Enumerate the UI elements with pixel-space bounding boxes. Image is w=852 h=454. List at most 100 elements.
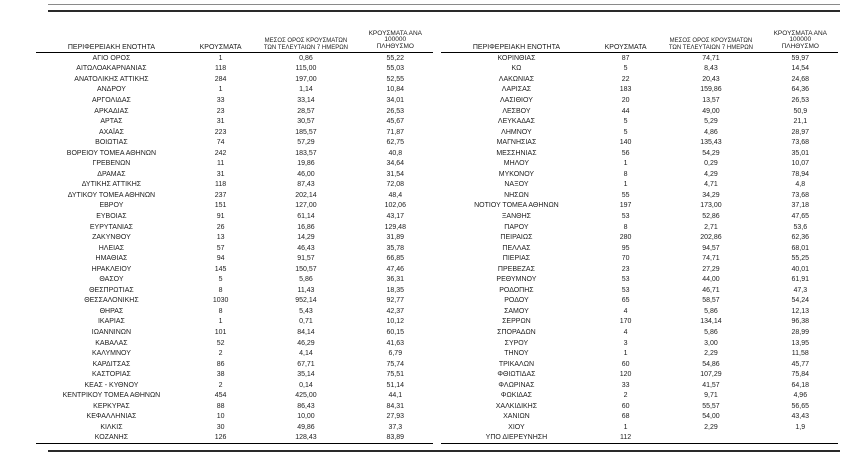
per-100k-cell: 36,31 <box>386 276 405 284</box>
table-row: ΣΑΜΟΥ 4 5,86 12,13 <box>441 306 838 317</box>
table-row: ΡΟΔΟΠΗΣ 53 46,71 47,3 <box>441 285 838 296</box>
cases-cell: 22 <box>621 75 630 83</box>
table-row: ΖΑΚΥΝΘΟΥ 13 14,29 31,89 <box>36 232 433 243</box>
region-cell: ΠΑΡΟΥ <box>504 223 529 231</box>
avg-7day-cell: 0,14 <box>299 381 313 389</box>
region-cell: ΤΡΙΚΑΛΩΝ <box>498 360 535 368</box>
cases-cell: 11 <box>216 160 225 168</box>
region-cell: ΝΟΤΙΟΥ ΤΟΜΕΑ ΑΘΗΝΩΝ <box>474 202 559 210</box>
table-row: ΑΝΔΡΟΥ 1 1,14 10,84 <box>36 85 433 96</box>
table-row: ΗΜΑΘΙΑΣ 94 91,57 66,85 <box>36 253 433 264</box>
cases-cell: 88 <box>216 402 225 410</box>
region-cell: ΛΕΣΒΟΥ <box>502 107 531 115</box>
cases-cell: 53 <box>621 276 630 284</box>
table-header-row: ΠΕΡΙΦΕΡΕΙΑΚΗ ΕΝΟΤΗΤΑ ΚΡΟΥΣΜΑΤΑ ΜΕΣΟΣ ΟΡΟ… <box>441 28 838 53</box>
avg-7day-cell: 10,00 <box>297 413 315 421</box>
cases-cell: 86 <box>216 360 225 368</box>
table-row: ΣΠΟΡΑΔΩΝ 4 5,86 28,99 <box>441 327 838 338</box>
region-cell: ΖΑΚΥΝΘΟΥ <box>92 234 131 242</box>
cases-cell: 13 <box>216 234 225 242</box>
table-row: ΚΑΒΑΛΑΣ 52 46,29 41,63 <box>36 338 433 349</box>
cases-cell: 70 <box>621 255 630 263</box>
region-cell: ΧΑΛΚΙΔΙΚΗΣ <box>495 402 538 410</box>
region-cell: ΣΕΡΡΩΝ <box>502 318 531 326</box>
cases-cell: 8 <box>623 170 628 178</box>
table-row: ΘΕΣΣΑΛΟΝΙΚΗΣ 1030 952,14 92,77 <box>36 296 433 307</box>
cases-cell: 53 <box>621 212 630 220</box>
region-cell: ΑΓΙΟ ΟΡΟΣ <box>92 54 131 62</box>
region-cell: ΝΑΞΟΥ <box>504 181 529 189</box>
cases-cell: 65 <box>621 297 630 305</box>
per-100k-cell: 55,25 <box>791 255 810 263</box>
per-100k-cell: 73,68 <box>791 191 810 199</box>
region-cell: ΑΡΤΑΣ <box>100 118 123 126</box>
cases-cell: 280 <box>619 234 632 242</box>
table-row: ΔΡΑΜΑΣ 31 46,00 31,54 <box>36 169 433 180</box>
region-cell: ΘΕΣΣΑΛΟΝΙΚΗΣ <box>84 297 139 305</box>
per-100k-cell: 10,07 <box>791 160 810 168</box>
cases-cell: 31 <box>216 170 225 178</box>
region-cell: ΣΥΡΟΥ <box>504 339 529 347</box>
avg-7day-cell: 135,43 <box>700 139 722 147</box>
table-row: ΜΕΣΣΗΝΙΑΣ 56 54,29 35,01 <box>441 148 838 159</box>
avg-7day-cell: 14,29 <box>297 234 315 242</box>
per-100k-cell: 66,85 <box>386 255 405 263</box>
region-cell: ΦΛΩΡΙΝΑΣ <box>498 381 535 389</box>
per-100k-cell: 83,89 <box>386 434 405 442</box>
per-100k-cell: 75,74 <box>386 360 405 368</box>
table-row: ΚΑΡΔΙΤΣΑΣ 86 67,71 75,74 <box>36 359 433 370</box>
region-cell: ΠΕΙΡΑΙΩΣ <box>500 234 533 242</box>
region-cell: ΔΡΑΜΑΣ <box>97 170 126 178</box>
region-cell: ΧΙΟΥ <box>508 423 525 431</box>
per-100k-cell: 60,15 <box>386 328 405 336</box>
cases-cell: 1030 <box>212 297 229 305</box>
per-100k-cell: 34,64 <box>386 160 405 168</box>
per-100k-cell: 14,54 <box>791 65 810 73</box>
cases-cell: 38 <box>216 371 225 379</box>
region-cell: ΤΗΝΟΥ <box>504 350 529 358</box>
cases-cell: 53 <box>621 286 630 294</box>
cases-cell: 242 <box>214 149 227 157</box>
cases-cell: 91 <box>216 212 225 220</box>
cases-cell: 197 <box>619 202 632 210</box>
table-row: ΗΛΕΙΑΣ 57 46,43 35,78 <box>36 243 433 254</box>
cases-cell: 223 <box>214 128 227 136</box>
table-row: ΚΟΡΙΝΘΙΑΣ 87 74,71 59,97 <box>441 53 838 64</box>
cases-cell: 151 <box>214 202 227 210</box>
table-row: ΛΑΣΙΘΙΟΥ 20 13,57 26,53 <box>441 95 838 106</box>
region-cell: ΑΡΚΑΔΙΑΣ <box>94 107 129 115</box>
avg-7day-cell: 33,14 <box>297 96 315 104</box>
region-cell: ΗΜΑΘΙΑΣ <box>95 255 128 263</box>
region-cell: ΚΕΡΚΥΡΑΣ <box>93 402 130 410</box>
per-100k-cell: 52,55 <box>386 75 405 83</box>
cases-cell: 33 <box>621 381 630 389</box>
avg-7day-cell: 44,00 <box>702 276 720 284</box>
table-row: ΣΥΡΟΥ 3 3,00 13,95 <box>441 338 838 349</box>
table-row: ΚΕΡΚΥΡΑΣ 88 86,43 84,31 <box>36 401 433 412</box>
region-cell: ΑΡΓΟΛΙΔΑΣ <box>92 96 131 104</box>
table-row: ΧΙΟΥ 1 2,29 1,9 <box>441 422 838 433</box>
table-row: ΓΡΕΒΕΝΩΝ 11 19,86 34,64 <box>36 158 433 169</box>
region-cell: ΜΥΚΟΝΟΥ <box>498 170 535 178</box>
avg-7day-cell: 91,57 <box>297 255 315 263</box>
cases-cell: 56 <box>621 149 630 157</box>
region-cell: ΒΟΙΩΤΙΑΣ <box>95 139 128 147</box>
per-100k-cell: 43,17 <box>386 212 405 220</box>
cases-cell: 118 <box>215 65 227 73</box>
avg-7day-cell: 54,86 <box>702 360 720 368</box>
region-cell: ΑΙΤΩΛΟΑΚΑΡΝΑΝΙΑΣ <box>76 65 147 73</box>
region-cell: ΗΡΑΚΛΕΙΟΥ <box>91 265 132 273</box>
region-cell: ΚΩ <box>511 65 522 73</box>
cases-cell: 145 <box>214 265 227 273</box>
per-100k-cell: 54,24 <box>791 297 810 305</box>
table-row: ΑΓΙΟ ΟΡΟΣ 1 0,86 55,22 <box>36 53 433 64</box>
avg-7day-cell: 134,14 <box>700 318 722 326</box>
table-row: ΑΙΤΩΛΟΑΚΑΡΝΑΝΙΑΣ 118 115,00 55,03 <box>36 64 433 75</box>
table-row: ΘΑΣΟΥ 5 5,86 36,31 <box>36 274 433 285</box>
region-cell: ΚΑΡΔΙΤΣΑΣ <box>92 360 131 368</box>
per-100k-cell: 48,4 <box>388 191 403 199</box>
avg-7day-cell: 67,71 <box>297 360 315 368</box>
avg-7day-cell: 5,86 <box>299 276 313 284</box>
table-row: ΛΑΚΩΝΙΑΣ 22 20,43 24,68 <box>441 74 838 85</box>
table-row: ΕΥΒΟΙΑΣ 91 61,14 43,17 <box>36 211 433 222</box>
